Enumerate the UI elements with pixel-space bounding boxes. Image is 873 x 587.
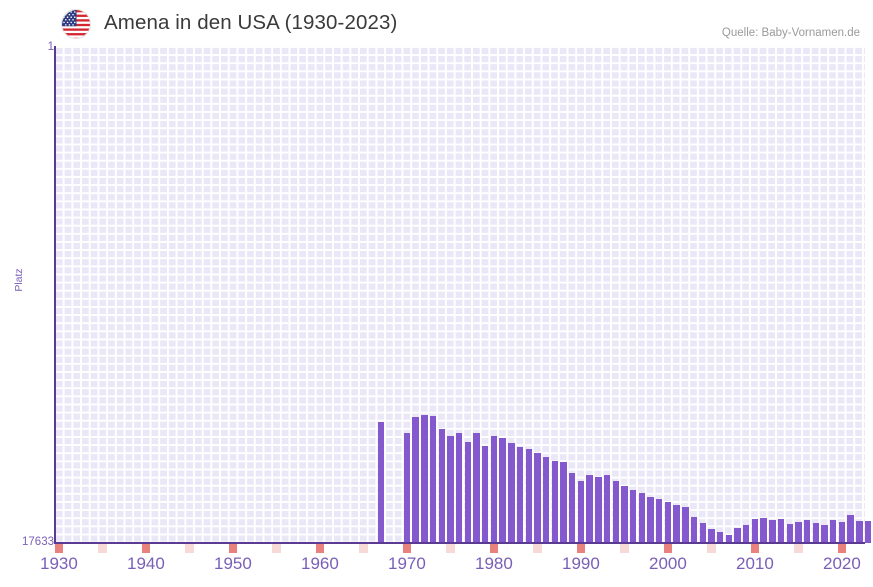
bar-1993 bbox=[603, 475, 611, 543]
x-tick-1940 bbox=[141, 544, 151, 553]
bar-1967 bbox=[377, 422, 385, 543]
chart-header: Amena in den USA (1930-2023) Quelle: Bab… bbox=[0, 0, 873, 46]
bar-1971 bbox=[412, 417, 419, 543]
bar-1972 bbox=[421, 415, 428, 543]
bar-1973 bbox=[429, 416, 437, 543]
bar-1991 bbox=[586, 475, 593, 543]
x-tick-1930 bbox=[54, 544, 64, 553]
bar-1975 bbox=[447, 436, 454, 543]
bar-2014 bbox=[786, 524, 793, 543]
bar-1998 bbox=[647, 497, 654, 543]
x-tick-1955 bbox=[272, 544, 281, 553]
bar-1981 bbox=[499, 438, 506, 543]
us-flag-icon bbox=[61, 9, 91, 39]
bar-2015 bbox=[795, 522, 802, 543]
page-title: Amena in den USA (1930-2023) bbox=[104, 11, 398, 34]
x-axis-label-1990: 1990 bbox=[562, 554, 600, 573]
x-tick-1935 bbox=[98, 544, 107, 553]
bar-1992 bbox=[595, 477, 602, 543]
bar-1980 bbox=[490, 436, 498, 543]
x-tick-1945 bbox=[185, 544, 194, 553]
bar-series bbox=[54, 46, 872, 543]
bar-2022 bbox=[856, 521, 863, 543]
bar-1996 bbox=[629, 490, 637, 543]
x-axis-labels: 1930 1940 1950 1960 1970 1980 1990 2000 2010 2020 bbox=[0, 554, 873, 584]
y-axis-tick-top: 1 bbox=[47, 41, 54, 53]
x-tick-1995 bbox=[620, 544, 629, 553]
chart-gridlines bbox=[54, 46, 865, 543]
bar-1997 bbox=[638, 493, 646, 543]
x-tick-1990 bbox=[576, 544, 586, 553]
x-axis-line bbox=[54, 542, 865, 544]
bar-2017 bbox=[812, 523, 820, 543]
bar-1982 bbox=[508, 443, 515, 543]
x-tick-1975 bbox=[446, 544, 455, 553]
bar-2016 bbox=[803, 520, 811, 543]
bar-2000 bbox=[664, 502, 672, 543]
bar-2018 bbox=[821, 525, 828, 543]
x-tick-1970 bbox=[402, 544, 412, 553]
bar-1978 bbox=[473, 433, 480, 543]
bar-1970 bbox=[403, 433, 411, 543]
bar-1987 bbox=[551, 461, 559, 543]
bar-1999 bbox=[656, 499, 663, 543]
bar-2001 bbox=[673, 505, 680, 543]
source-attribution: Quelle: Baby-Vornamen.de bbox=[721, 27, 860, 39]
x-tick-1960 bbox=[315, 544, 325, 553]
y-axis-line bbox=[54, 46, 56, 543]
bar-2002 bbox=[682, 507, 689, 543]
bar-1983 bbox=[516, 447, 524, 543]
bar-2006 bbox=[716, 532, 724, 543]
bar-2020 bbox=[838, 522, 846, 543]
bar-1986 bbox=[542, 457, 550, 543]
bar-2023 bbox=[864, 521, 872, 543]
x-tick-1965 bbox=[359, 544, 368, 553]
x-axis-label-1960: 1960 bbox=[301, 554, 339, 573]
bar-1974 bbox=[438, 429, 445, 543]
bar-1979 bbox=[482, 446, 489, 543]
bar-1994 bbox=[612, 481, 619, 543]
bar-2003 bbox=[690, 517, 698, 543]
bar-1989 bbox=[569, 473, 576, 543]
bar-2010 bbox=[751, 519, 759, 543]
bar-1990 bbox=[577, 481, 585, 543]
x-axis-label-1980: 1980 bbox=[475, 554, 513, 573]
x-axis-label-1950: 1950 bbox=[214, 554, 252, 573]
x-axis-label-1940: 1940 bbox=[127, 554, 165, 573]
y-axis-tick-bottom: 17633 bbox=[22, 536, 54, 548]
bar-2008 bbox=[734, 528, 741, 543]
bar-2019 bbox=[830, 520, 837, 543]
bar-1977 bbox=[464, 442, 472, 543]
x-axis-ticks bbox=[54, 544, 865, 554]
x-axis-label-1970: 1970 bbox=[388, 554, 426, 573]
x-tick-2000 bbox=[663, 544, 673, 553]
bar-2013 bbox=[777, 519, 785, 543]
x-tick-1985 bbox=[533, 544, 542, 553]
x-tick-2020 bbox=[837, 544, 847, 553]
bar-2012 bbox=[769, 520, 776, 543]
bar-1984 bbox=[525, 449, 532, 543]
x-axis-label-2010: 2010 bbox=[736, 554, 774, 573]
bar-1976 bbox=[455, 433, 463, 543]
plot-area bbox=[54, 46, 872, 543]
bar-2011 bbox=[760, 518, 767, 543]
x-tick-1950 bbox=[228, 544, 238, 553]
x-axis-label-1930: 1930 bbox=[40, 554, 78, 573]
x-tick-2015 bbox=[794, 544, 803, 553]
bar-1985 bbox=[534, 453, 541, 543]
bar-1995 bbox=[621, 486, 628, 543]
x-axis-label-2000: 2000 bbox=[649, 554, 687, 573]
x-tick-2010 bbox=[750, 544, 760, 553]
x-tick-1980 bbox=[489, 544, 499, 553]
x-tick-2005 bbox=[707, 544, 716, 553]
bar-2005 bbox=[708, 529, 715, 543]
bar-1988 bbox=[560, 462, 567, 543]
y-axis-title: Platz bbox=[13, 268, 25, 292]
x-axis-label-2020: 2020 bbox=[823, 554, 861, 573]
bar-2004 bbox=[699, 523, 706, 543]
bar-2007 bbox=[725, 535, 733, 543]
bar-2009 bbox=[743, 525, 750, 543]
bar-2021 bbox=[847, 515, 854, 543]
